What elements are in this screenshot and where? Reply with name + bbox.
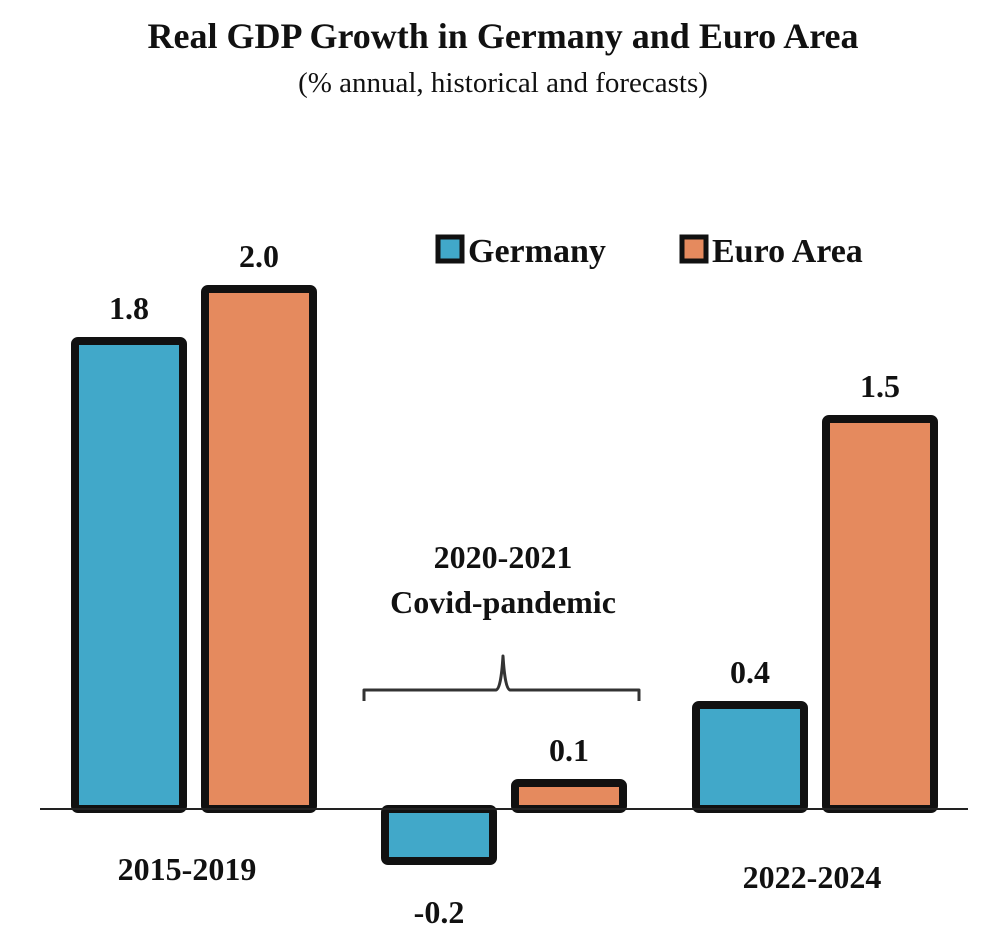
bar-germany-2020-2021	[381, 805, 497, 865]
data-label-germany-2022-2024: 0.4	[730, 654, 770, 690]
legend-swatch-germany	[435, 234, 465, 264]
legend-swatch-euro-area	[679, 234, 709, 264]
chart-title: Real GDP Growth in Germany and Euro Area	[147, 16, 858, 56]
bar-germany-2022-2024	[692, 701, 808, 813]
bar-euro-area-2020-2021	[511, 779, 627, 813]
annotation-period-label: 2020-2021	[434, 539, 573, 575]
annotation-covid-label: Covid-pandemic	[390, 584, 616, 620]
legend-label-euro-area: Euro Area	[712, 233, 863, 270]
bars-layer	[71, 285, 938, 865]
data-label-euro-area-2015-2019: 2.0	[239, 238, 279, 274]
bar-euro-area-2022-2024	[822, 415, 938, 813]
legend-label-germany: Germany	[468, 233, 606, 270]
data-label-germany-2015-2019: 1.8	[109, 290, 149, 326]
chart-subtitle: (% annual, historical and forecasts)	[298, 67, 708, 99]
labels-layer: 1.8 -0.2 0.4 2.0 0.1 1.5 2015-2019 2022-2024	[109, 238, 900, 930]
bar-euro-area-2015-2019	[201, 285, 317, 813]
category-label-2015-2019: 2015-2019	[118, 851, 257, 887]
annotation-brace	[362, 654, 641, 701]
legend: Germany Euro Area	[435, 233, 863, 270]
data-label-germany-2020-2021: -0.2	[414, 894, 465, 930]
bar-germany-2015-2019	[71, 337, 187, 813]
data-label-euro-area-2020-2021: 0.1	[549, 732, 589, 768]
category-label-2022-2024: 2022-2024	[743, 859, 882, 895]
covid-annotation: 2020-2021 Covid-pandemic	[362, 539, 641, 701]
data-label-euro-area-2022-2024: 1.5	[860, 368, 900, 404]
